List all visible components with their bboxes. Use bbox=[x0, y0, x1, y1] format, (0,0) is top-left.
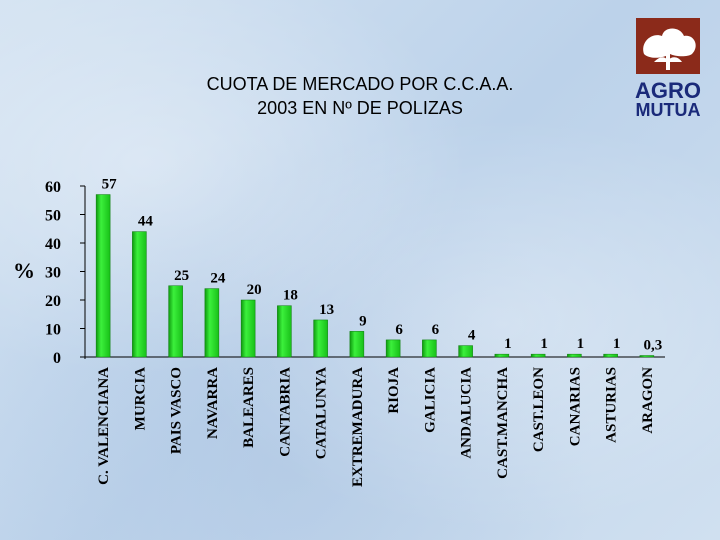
data-label: 1 bbox=[504, 336, 512, 352]
x-tick-label: MURCIA bbox=[132, 367, 148, 430]
bar bbox=[530, 353, 546, 358]
bar bbox=[639, 355, 655, 358]
x-tick-label: C. VALENCIANA bbox=[96, 367, 112, 485]
y-axis-label: % bbox=[13, 258, 35, 283]
data-label: 1 bbox=[540, 336, 548, 352]
logo-text-agro: AGRO bbox=[635, 78, 701, 103]
chart-title-line-2: 2003 EN Nº DE POLIZAS bbox=[257, 98, 463, 118]
x-tick-label: CATALUNYA bbox=[314, 367, 330, 459]
data-label: 1 bbox=[613, 336, 621, 352]
bar bbox=[458, 345, 473, 358]
data-label: 9 bbox=[359, 313, 367, 329]
x-tick-label: CANTABRIA bbox=[277, 367, 293, 457]
x-tick-label: ANDALUCIA bbox=[459, 367, 475, 459]
x-tick-label: BALEARES bbox=[241, 367, 257, 448]
chart-axes: 0 10 20 30 40 50 60% bbox=[13, 179, 665, 367]
bar bbox=[204, 288, 220, 358]
data-label: 1 bbox=[577, 336, 585, 352]
bar bbox=[494, 353, 510, 358]
chart-title-line-1: CUOTA DE MERCADO POR C.C.A.A. bbox=[206, 74, 514, 94]
x-tick-label: CAST.LEON bbox=[531, 367, 547, 452]
y-tick-label: 60 bbox=[45, 179, 61, 196]
tree-logo-icon bbox=[636, 18, 700, 74]
bar bbox=[385, 339, 401, 358]
data-label: 0,3 bbox=[644, 338, 663, 354]
x-tick-label: ASTURIAS bbox=[604, 367, 620, 443]
data-label: 6 bbox=[432, 322, 440, 338]
x-tick-label: RIOJA bbox=[386, 367, 402, 414]
x-tick-label: PAIS VASCO bbox=[169, 367, 185, 454]
chart-bars bbox=[95, 194, 655, 358]
y-tick-label: 20 bbox=[45, 293, 61, 310]
data-label: 25 bbox=[174, 268, 189, 284]
y-tick-label: 10 bbox=[45, 322, 61, 339]
bar bbox=[95, 194, 111, 358]
x-tick-label: GALICIA bbox=[422, 367, 438, 433]
y-tick-label: 50 bbox=[45, 208, 61, 225]
bar bbox=[603, 353, 618, 358]
bar bbox=[349, 331, 365, 358]
bar bbox=[422, 339, 437, 358]
x-tick-label: CANARIAS bbox=[567, 367, 583, 446]
bar bbox=[240, 299, 256, 358]
x-tick-label: EXTREMADURA bbox=[350, 367, 366, 487]
bar bbox=[168, 285, 183, 358]
data-label: 44 bbox=[138, 214, 154, 230]
x-tick-label: NAVARRA bbox=[205, 367, 221, 439]
chart-title: CUOTA DE MERCADO POR C.C.A.A. 2003 EN Nº… bbox=[100, 72, 620, 120]
data-label: 20 bbox=[247, 282, 262, 298]
data-label: 13 bbox=[319, 302, 334, 318]
data-label: 24 bbox=[210, 271, 226, 287]
data-label: 18 bbox=[283, 288, 298, 304]
y-tick-label: 30 bbox=[45, 265, 61, 282]
chart-data-labels: 57 44 25 24 20 18 13 9 6 6 4 1 1 1 1 0,3 bbox=[102, 177, 663, 354]
x-tick-label: CAST.MANCHA bbox=[495, 367, 511, 479]
bar bbox=[277, 305, 292, 358]
x-tick-label: ARAGON bbox=[640, 367, 656, 434]
chart-category-labels: C. VALENCIANA MURCIA PAIS VASCO NAVARRA BALE… bbox=[96, 367, 656, 487]
agromutua-logo: AGRO MUTUA bbox=[630, 12, 706, 122]
y-tick-label: 0 bbox=[53, 350, 61, 367]
y-tick-label: 40 bbox=[45, 236, 61, 253]
bar bbox=[132, 231, 147, 358]
bar bbox=[313, 319, 328, 358]
logo-text-mutua: MUTUA bbox=[635, 100, 701, 120]
data-label: 57 bbox=[102, 177, 118, 193]
bar bbox=[567, 353, 582, 358]
data-label: 6 bbox=[395, 322, 403, 338]
data-label: 4 bbox=[468, 328, 476, 344]
